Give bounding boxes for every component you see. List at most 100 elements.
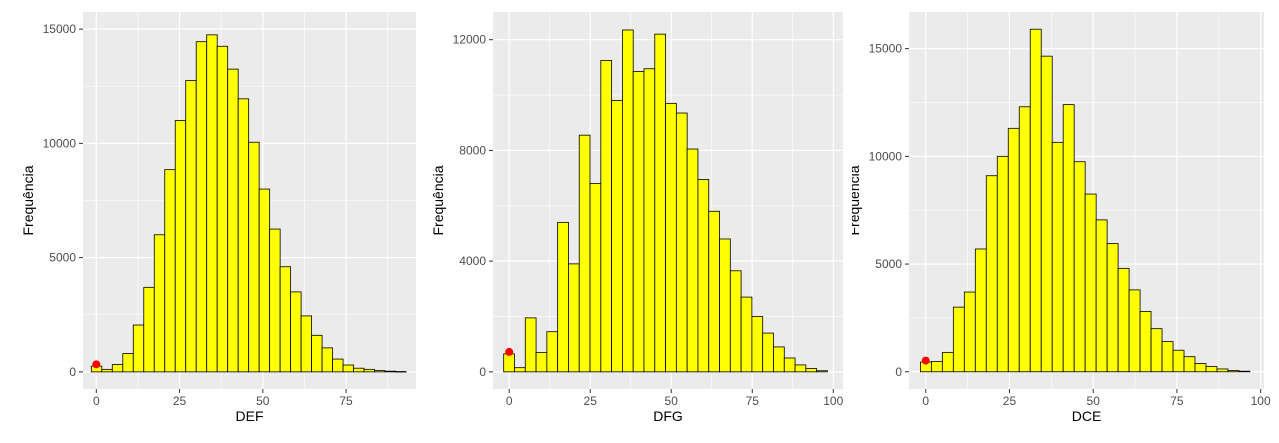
x-tick-label: 50 [256, 394, 270, 408]
histogram-bar [311, 334, 323, 373]
histogram-bar [600, 60, 613, 373]
histogram-bar [697, 179, 710, 373]
x-tick-label: 100 [823, 394, 843, 408]
histogram-bar [514, 367, 526, 373]
x-axis-title: DEF [236, 408, 264, 424]
histogram-bar [321, 347, 333, 373]
histogram-bar [805, 368, 818, 373]
histogram-dfg-chart: 0 25 50 75 100 0 4000 8000 12000 DFG Frequência [430, 12, 844, 424]
histogram-bar [174, 120, 187, 373]
histogram-bar [816, 370, 828, 373]
histogram-bar [794, 364, 807, 373]
histogram-dce-chart: 0 25 50 75 100 0 5000 10000 15000 DCE Frequência [846, 12, 1271, 424]
histogram-bar [1128, 289, 1141, 373]
histogram-bar [930, 361, 943, 373]
y-tick-label: 10000 [43, 136, 77, 150]
x-tick-label: 25 [584, 394, 598, 408]
histogram-bar [643, 68, 656, 373]
histogram-bar [611, 100, 623, 373]
histogram-bar [1161, 341, 1174, 373]
histogram-bar [632, 71, 645, 373]
histogram-bar [1084, 193, 1097, 373]
x-tick-label: 0 [93, 394, 100, 408]
histogram-bar [740, 296, 753, 373]
histogram-bar [1095, 219, 1108, 373]
histogram-bar [1172, 349, 1185, 373]
histogram-def-chart: 0 25 50 75 0 5000 10000 15000 DEF Frequência [20, 12, 416, 424]
histogram-bar [751, 316, 764, 373]
histogram-bar [985, 175, 998, 373]
x-tick-label: 25 [1003, 394, 1017, 408]
histogram-bar [557, 221, 569, 373]
histogram-bar [1117, 267, 1130, 373]
histogram-bar [279, 266, 292, 373]
y-tick-label: 10000 [869, 149, 903, 163]
y-tick-label: 5000 [875, 257, 902, 271]
histogram-bar [342, 364, 354, 373]
histogram-bar [568, 263, 580, 373]
histogram-bar [589, 183, 602, 373]
x-tick-label: 0 [922, 394, 929, 408]
histogram-bar [1194, 363, 1207, 373]
histogram-bar [1150, 328, 1163, 373]
histogram-bar [686, 148, 699, 373]
histogram-bar [216, 45, 229, 373]
histogram-bar [783, 357, 796, 373]
histogram-bar [164, 169, 176, 373]
histogram-bar [300, 315, 313, 373]
histogram-bar [395, 371, 407, 373]
histogram-bar [153, 234, 166, 373]
x-tick-label: 75 [1170, 394, 1184, 408]
histogram-bar [578, 134, 591, 373]
marker-point [505, 347, 514, 356]
histogram-bar [1139, 311, 1152, 373]
histogram-bar [729, 270, 742, 373]
histogram-bar [503, 353, 515, 373]
histogram-bar [974, 248, 987, 373]
histogram-bar [1073, 161, 1086, 373]
y-tick-label: 0 [895, 365, 902, 379]
histogram-bar [1216, 368, 1229, 373]
histogram-bar [227, 68, 239, 373]
histogram-bar [773, 346, 785, 373]
y-tick-label: 5000 [49, 251, 76, 265]
y-tick-label: 8000 [459, 143, 486, 157]
histogram-bar [1238, 370, 1251, 373]
histogram-bar [1205, 366, 1218, 373]
y-tick-label: 15000 [43, 22, 77, 36]
histogram-bar [1106, 243, 1119, 373]
histogram-bar [546, 331, 559, 373]
histogram-bar [996, 155, 1009, 373]
histogram-bar [1227, 370, 1240, 373]
histogram-bar [524, 317, 537, 373]
histogram-bar [963, 291, 976, 373]
x-tick-label: 75 [339, 394, 353, 408]
y-tick-label: 12000 [453, 33, 487, 47]
y-tick-label: 0 [479, 365, 486, 379]
histogram-bar [122, 353, 134, 373]
histogram-bar [269, 228, 281, 373]
x-axis-title: DFG [653, 408, 683, 424]
histogram-bar [332, 358, 344, 373]
histogram-bar [248, 141, 260, 373]
histogram-bar [258, 188, 271, 373]
histogram-bar [1007, 127, 1020, 373]
x-axis-title: DCE [1072, 408, 1102, 424]
y-axis-title: Frequência [20, 165, 36, 235]
histogram-bar [290, 291, 302, 373]
histogram-bar [363, 368, 375, 373]
histogram-bar [762, 332, 774, 373]
y-axis-title: Frequência [430, 165, 446, 235]
histogram-bar [654, 33, 666, 373]
histogram-bar [206, 34, 218, 373]
histogram-bar [941, 351, 954, 373]
y-tick-label: 0 [69, 365, 76, 379]
x-tick-label: 75 [746, 394, 760, 408]
histogram-bar [195, 41, 208, 373]
x-tick-label: 0 [506, 394, 513, 408]
histogram-bar [1183, 356, 1196, 373]
x-tick-label: 100 [1251, 394, 1271, 408]
marker-point [921, 356, 930, 365]
y-tick-label: 15000 [869, 42, 903, 56]
x-tick-label: 25 [173, 394, 187, 408]
